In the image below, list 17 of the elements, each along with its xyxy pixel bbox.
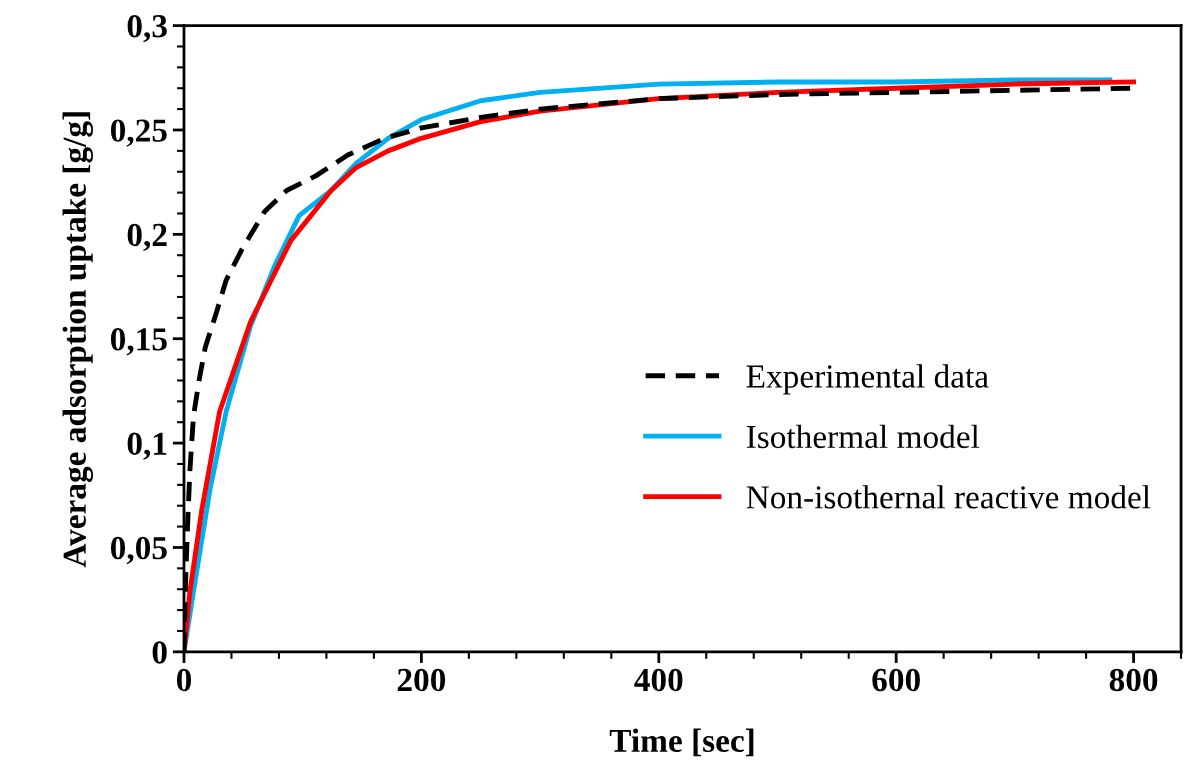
x-tick-label: 200 <box>397 668 446 692</box>
x-axis-title: Time [sec] <box>609 728 754 757</box>
legend-label: Experimental data <box>746 364 989 395</box>
y-tick-label: 0,3 <box>127 15 167 43</box>
x-tick-label: 0 <box>176 668 192 692</box>
legend-label: Isothermal model <box>746 424 980 449</box>
y-tick-label: 0 <box>152 641 167 664</box>
y-tick-label: 0,05 <box>110 536 167 565</box>
x-tick-label: 800 <box>1109 668 1158 692</box>
y-tick-label: 0,15 <box>110 328 167 356</box>
y-tick-label: 0,2 <box>127 223 167 252</box>
x-tick-label: 600 <box>872 668 920 692</box>
y-axis-title: Average adsorption uptake [g/g] <box>62 112 94 568</box>
x-tick-label: 400 <box>634 668 683 692</box>
legend-label: Non-isothernal reactive model <box>746 485 1151 509</box>
y-tick-label: 0,25 <box>110 119 167 147</box>
y-tick-label: 0,1 <box>127 432 167 460</box>
